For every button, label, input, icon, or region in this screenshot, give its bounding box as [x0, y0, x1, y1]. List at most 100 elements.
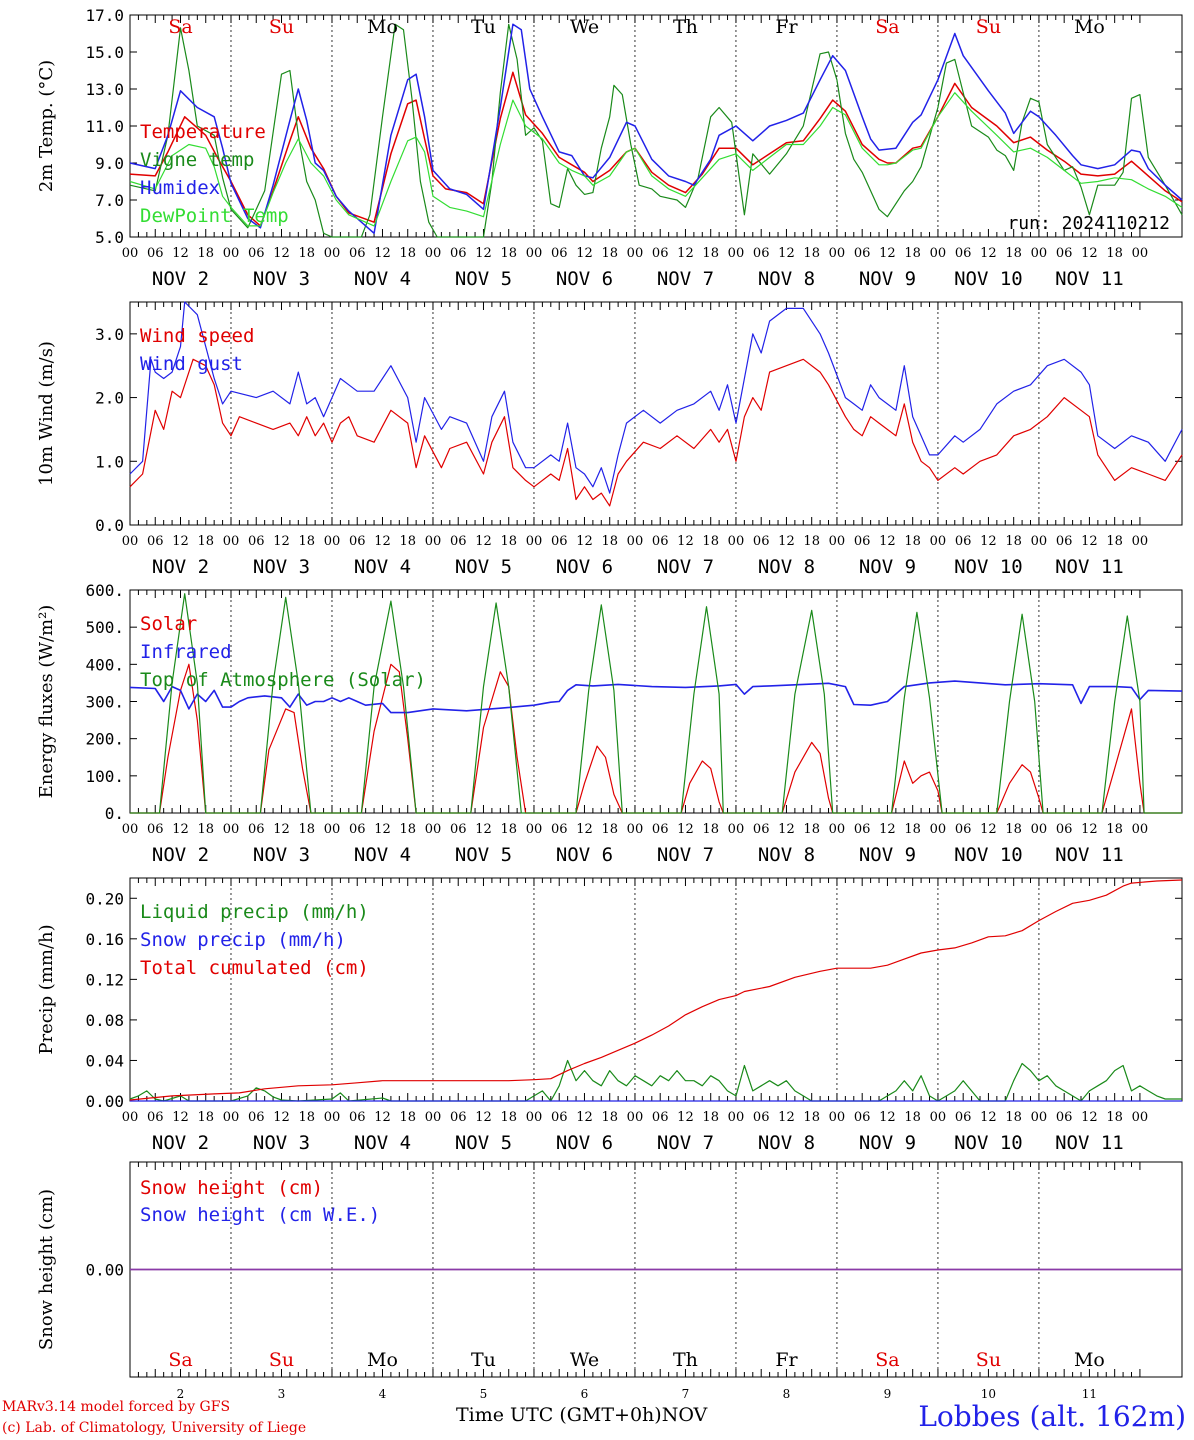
y-axis-label: Precip (mm/h) — [36, 924, 57, 1054]
day-of-week-bottom: We — [570, 1349, 599, 1371]
y-tick-label: 5.0 — [95, 228, 124, 247]
hour-label: 06 — [753, 534, 770, 549]
hour-label: 00 — [829, 534, 846, 549]
y-tick-label: 0.08 — [85, 1011, 124, 1030]
hour-label: 18 — [298, 246, 315, 261]
hour-label: 06 — [551, 822, 568, 837]
hour-label: 00 — [930, 534, 947, 549]
hour-label: 06 — [450, 246, 467, 261]
hour-label: 12 — [475, 534, 492, 549]
hour-label: 00 — [223, 246, 240, 261]
hour-label: 18 — [298, 534, 315, 549]
date-label: NOV 2 — [152, 268, 209, 290]
legend-entry: Snow height (cm) — [140, 1177, 323, 1199]
hour-label: 18 — [1106, 1110, 1123, 1125]
y-tick-label: 2.0 — [95, 389, 124, 408]
hour-label: 18 — [197, 1110, 214, 1125]
y-axis-label: 2m Temp. (°C) — [36, 60, 57, 192]
hour-label: 12 — [677, 246, 694, 261]
hour-label: 00 — [1031, 246, 1048, 261]
hour-label: 12 — [172, 246, 189, 261]
hour-label: 12 — [273, 822, 290, 837]
day-number: 10 — [981, 1387, 996, 1401]
hour-label: 12 — [172, 1110, 189, 1125]
hour-label: 06 — [349, 1110, 366, 1125]
hour-label: 18 — [399, 534, 416, 549]
date-label: NOV 4 — [354, 556, 411, 578]
hour-label: 18 — [1005, 822, 1022, 837]
hour-label: 00 — [526, 534, 543, 549]
hour-label: 18 — [1106, 822, 1123, 837]
date-label: NOV 6 — [556, 556, 613, 578]
series-line-dewpoint-temp — [129, 92, 1183, 227]
hour-label: 12 — [677, 822, 694, 837]
hour-label: 06 — [248, 1110, 265, 1125]
y-axis-label: Energy fluxes (W/m²) — [36, 605, 57, 799]
hour-label: 00 — [223, 822, 240, 837]
hour-label: 12 — [677, 1110, 694, 1125]
hour-label: 06 — [147, 534, 164, 549]
hour-label: 06 — [147, 246, 164, 261]
day-of-week-bottom: Su — [269, 1349, 294, 1371]
hour-label: 06 — [551, 246, 568, 261]
hour-label: 06 — [955, 1110, 972, 1125]
hour-label: 06 — [1056, 1110, 1073, 1125]
day-of-week-top: We — [570, 16, 599, 38]
hour-label: 12 — [980, 822, 997, 837]
hour-label: 06 — [753, 246, 770, 261]
date-label: NOV 3 — [253, 556, 310, 578]
hour-label: 00 — [122, 1110, 139, 1125]
hour-label: 00 — [930, 246, 947, 261]
day-of-week-bottom: Sa — [168, 1349, 192, 1371]
hour-label: 06 — [147, 1110, 164, 1125]
y-tick-label: 300. — [85, 693, 124, 712]
series-line-liquid-precip-mm-h- — [129, 1059, 1182, 1102]
date-label: NOV 2 — [152, 1132, 209, 1154]
hour-label: 18 — [702, 246, 719, 261]
hour-label: 12 — [374, 534, 391, 549]
y-tick-label: 17.0 — [85, 6, 124, 25]
date-label: NOV 11 — [1055, 268, 1124, 290]
hour-label: 00 — [1031, 1110, 1048, 1125]
hour-label: 12 — [879, 822, 896, 837]
hour-label: 06 — [1056, 534, 1073, 549]
hour-label: 06 — [854, 822, 871, 837]
y-tick-label: 7.0 — [95, 191, 124, 210]
date-label: NOV 4 — [354, 1132, 411, 1154]
hour-label: 18 — [904, 246, 921, 261]
hour-label: 18 — [904, 534, 921, 549]
hour-label: 06 — [147, 822, 164, 837]
legend-entry: Snow precip (mm/h) — [140, 929, 346, 951]
y-tick-label: 11.0 — [85, 117, 124, 136]
hour-label: 12 — [374, 1110, 391, 1125]
hour-label: 12 — [475, 1110, 492, 1125]
date-label: NOV 4 — [354, 268, 411, 290]
y-tick-label: 0.00 — [85, 1092, 124, 1111]
hour-label: 06 — [450, 1110, 467, 1125]
hour-label: 00 — [627, 246, 644, 261]
date-label: NOV 9 — [859, 844, 916, 866]
y-tick-label: 3.0 — [95, 325, 124, 344]
hour-label: 12 — [879, 534, 896, 549]
day-of-week-bottom: Fr — [775, 1349, 798, 1371]
date-label: NOV 11 — [1055, 556, 1124, 578]
day-of-week-top: Su — [269, 16, 294, 38]
hour-label: 18 — [803, 822, 820, 837]
date-label: NOV 7 — [657, 556, 714, 578]
day-of-week-top: Mo — [367, 16, 398, 38]
day-of-week-top: Sa — [875, 16, 899, 38]
hour-label: 00 — [425, 1110, 442, 1125]
date-label: NOV 5 — [455, 844, 512, 866]
legend-entry: Temperature — [140, 121, 266, 143]
y-tick-label: 0.16 — [85, 930, 124, 949]
y-axis-label: 10m Wind (m/s) — [36, 341, 57, 486]
station-name: Lobbes (alt. 162m) — [918, 1400, 1186, 1433]
hour-label: 00 — [425, 246, 442, 261]
hour-label: 06 — [349, 534, 366, 549]
date-label: NOV 10 — [954, 556, 1023, 578]
day-of-week-bottom: Th — [673, 1349, 698, 1371]
hour-label: 18 — [601, 534, 618, 549]
hour-label: 12 — [778, 1110, 795, 1125]
hour-label: 00 — [627, 534, 644, 549]
